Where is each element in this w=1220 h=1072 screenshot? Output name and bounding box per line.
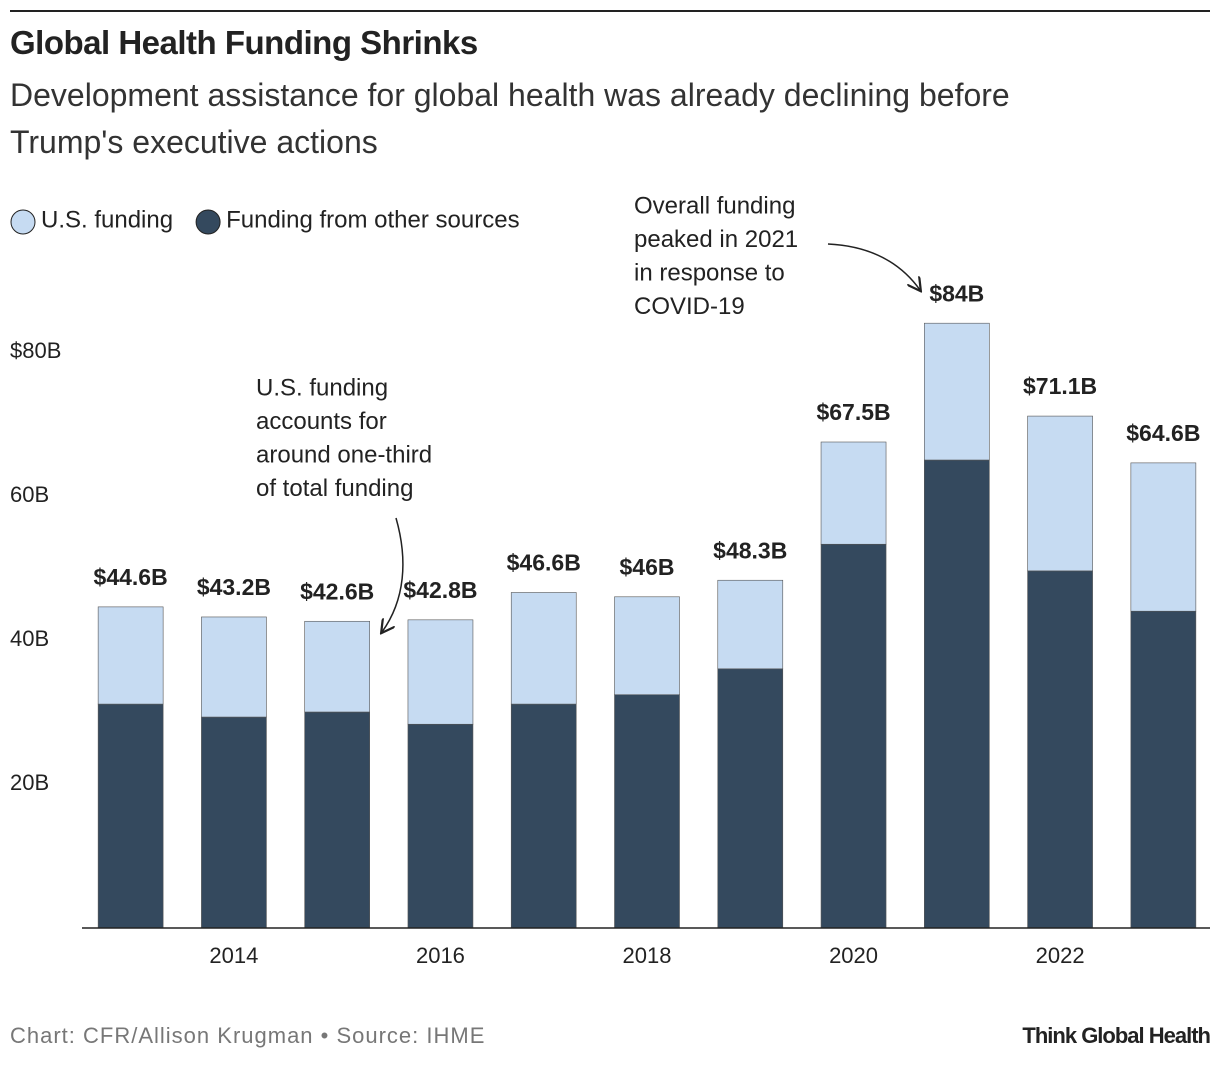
chart-subtitle: Development assistance for global health… <box>10 77 1010 160</box>
data-label: $67.5B <box>816 399 890 425</box>
x-tick-label: 2014 <box>209 943 258 968</box>
bar-segment <box>614 694 680 929</box>
bar-segment <box>407 723 474 929</box>
bar-segment <box>1130 462 1197 612</box>
bar-segment <box>1027 415 1093 572</box>
top-rule <box>10 10 1210 12</box>
data-label: $46.6B <box>507 550 581 576</box>
bar-segment <box>614 596 680 696</box>
bar-segment <box>820 543 887 929</box>
bar-segment <box>510 592 577 705</box>
data-label: $43.2B <box>197 574 271 600</box>
annotation-arrow <box>382 517 404 632</box>
brand: Think Global Health <box>1022 1023 1210 1048</box>
annotation-arrow <box>827 243 920 290</box>
bar-segment <box>97 703 164 929</box>
data-label: $84B <box>929 280 984 306</box>
annotation: in response to <box>634 259 785 286</box>
bar-segment <box>304 711 370 929</box>
bar-segment <box>820 441 887 545</box>
legend-label: Funding from other sources <box>226 206 519 233</box>
bar-segment <box>924 459 990 929</box>
bar-segment <box>1027 570 1093 929</box>
annotation: accounts for <box>256 408 387 435</box>
annotation: around one-third <box>256 441 432 468</box>
y-tick-label: $80B <box>10 338 61 363</box>
bar-segment <box>1130 610 1197 929</box>
bar-segment <box>201 716 267 929</box>
annotation: U.S. funding <box>256 374 388 401</box>
bar-segment <box>924 322 990 461</box>
data-label: $71.1B <box>1023 373 1097 399</box>
bar-segment <box>201 616 267 718</box>
source: Chart: CFR/Allison Krugman • Source: IHM… <box>10 1023 485 1048</box>
annotation: Overall funding <box>634 192 795 219</box>
data-label: $42.6B <box>300 578 374 604</box>
legend-swatch <box>195 209 221 235</box>
x-tick-label: 2020 <box>829 943 878 968</box>
bar-segment <box>510 703 577 929</box>
x-tick-label: 2016 <box>416 943 465 968</box>
x-tick-label: 2022 <box>1036 943 1085 968</box>
legend-swatch <box>10 209 36 235</box>
y-tick-label: 40B <box>10 626 49 651</box>
bar-segment <box>717 579 784 670</box>
annotation: peaked in 2021 <box>634 226 798 253</box>
data-label: $46B <box>620 554 675 580</box>
y-tick-label: 20B <box>10 770 49 795</box>
data-label: $64.6B <box>1126 420 1200 446</box>
legend-label: U.S. funding <box>41 206 173 233</box>
data-label: $48.3B <box>713 537 787 563</box>
bar-segment <box>304 620 370 713</box>
chart-title: Global Health Funding Shrinks <box>10 24 478 61</box>
data-label: $44.6B <box>94 564 168 590</box>
y-tick-label: 60B <box>10 482 49 507</box>
bar-segment <box>407 619 474 725</box>
data-label: $42.8B <box>403 577 477 603</box>
bar-segment <box>97 606 164 705</box>
bar-segment <box>717 668 784 929</box>
annotation: of total funding <box>256 475 413 502</box>
x-tick-label: 2018 <box>623 943 672 968</box>
annotation: COVID-19 <box>634 293 745 320</box>
